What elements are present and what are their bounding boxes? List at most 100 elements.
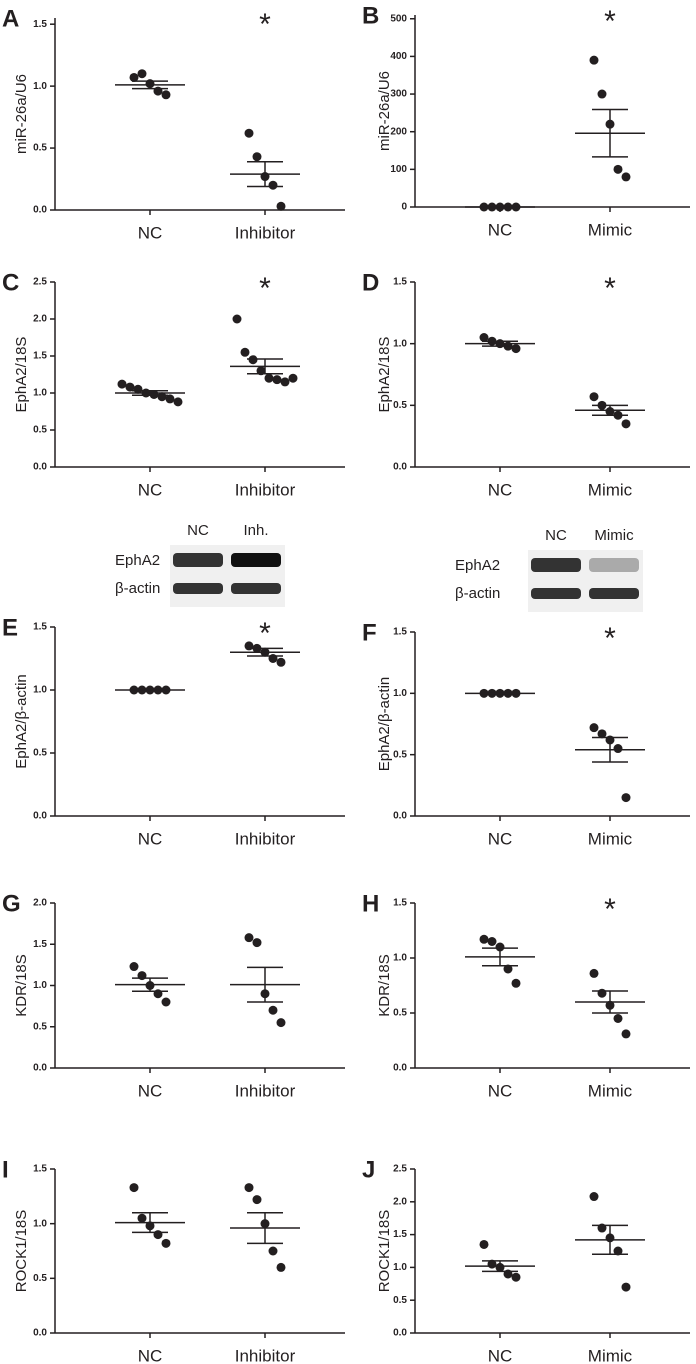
y-tick-label: 0.0 bbox=[33, 1328, 47, 1339]
y-tick-label: 0.5 bbox=[33, 1021, 47, 1032]
x-tick-label: NC bbox=[138, 1081, 163, 1100]
x-tick-label: NC bbox=[488, 480, 513, 499]
data-point bbox=[621, 1029, 631, 1039]
panel-label: H bbox=[362, 890, 379, 917]
y-tick-label: 1.5 bbox=[33, 19, 47, 30]
data-point bbox=[589, 392, 599, 402]
data-point bbox=[589, 968, 599, 978]
x-tick-label: NC bbox=[488, 829, 513, 848]
y-tick-label: 1.5 bbox=[393, 1229, 407, 1240]
y-tick-label: 1.5 bbox=[393, 627, 407, 638]
y-tick-label: 0.0 bbox=[393, 462, 407, 473]
blot-row-label: β-actin bbox=[115, 580, 160, 597]
x-tick-label: Inhibitor bbox=[235, 829, 296, 848]
y-tick-label: 0.5 bbox=[33, 748, 47, 759]
y-tick-label: 400 bbox=[390, 51, 407, 62]
y-tick-label: 1.0 bbox=[33, 81, 47, 92]
y-tick-label: 1.0 bbox=[393, 688, 407, 699]
y-tick-label: 0.5 bbox=[393, 1295, 407, 1306]
significance-star: * bbox=[604, 622, 616, 655]
blot-lane-label: Inh. bbox=[243, 522, 268, 539]
data-point bbox=[137, 1213, 147, 1223]
y-axis-label: EphA2/18S bbox=[376, 337, 393, 413]
y-tick-label: 2.0 bbox=[33, 314, 47, 325]
x-tick-label: NC bbox=[138, 223, 163, 242]
blot-lane-label: NC bbox=[187, 522, 209, 539]
y-tick-label: 500 bbox=[390, 13, 407, 24]
x-tick-label: Mimic bbox=[588, 1081, 633, 1100]
blot-band bbox=[531, 558, 581, 572]
x-tick-label: NC bbox=[138, 480, 163, 499]
y-tick-label: 1.0 bbox=[393, 953, 407, 964]
y-tick-label: 1.0 bbox=[33, 388, 47, 399]
y-tick-label: 0.5 bbox=[393, 400, 407, 411]
data-point bbox=[137, 69, 147, 79]
data-point bbox=[276, 657, 286, 667]
x-tick-label: Inhibitor bbox=[235, 223, 296, 242]
data-point bbox=[272, 375, 282, 385]
y-tick-label: 1.0 bbox=[33, 685, 47, 696]
y-tick-label: 0.0 bbox=[393, 1063, 407, 1074]
blot-lane-label: Mimic bbox=[594, 527, 634, 544]
data-point bbox=[511, 978, 521, 988]
y-tick-label: 0.0 bbox=[393, 811, 407, 822]
data-point bbox=[479, 1239, 489, 1249]
blot-band bbox=[173, 553, 223, 567]
x-tick-label: Mimic bbox=[588, 220, 633, 239]
x-tick-label: Inhibitor bbox=[235, 480, 296, 499]
y-tick-label: 2.0 bbox=[33, 898, 47, 909]
x-tick-label: Inhibitor bbox=[235, 1081, 296, 1100]
panel-label: E bbox=[2, 614, 18, 641]
significance-star: * bbox=[259, 8, 271, 41]
y-tick-label: 2.5 bbox=[33, 277, 47, 288]
data-point bbox=[276, 1018, 286, 1028]
data-point bbox=[125, 382, 135, 392]
y-tick-label: 0.0 bbox=[33, 205, 47, 216]
y-tick-label: 0.5 bbox=[393, 749, 407, 760]
x-tick-label: NC bbox=[488, 220, 513, 239]
data-point bbox=[133, 384, 143, 394]
data-point bbox=[161, 1238, 171, 1248]
x-tick-label: NC bbox=[138, 1346, 163, 1364]
data-point bbox=[613, 1246, 623, 1256]
x-tick-label: Inhibitor bbox=[235, 1346, 296, 1364]
y-tick-label: 1.5 bbox=[33, 1164, 47, 1175]
y-tick-label: 1.0 bbox=[393, 1262, 407, 1273]
significance-star: * bbox=[259, 272, 271, 305]
data-point bbox=[613, 1014, 623, 1023]
blot-band bbox=[173, 583, 223, 594]
blot-band bbox=[589, 588, 639, 599]
y-tick-label: 1.5 bbox=[33, 351, 47, 362]
data-point bbox=[129, 72, 139, 82]
y-tick-label: 0.0 bbox=[393, 1328, 407, 1339]
data-point bbox=[157, 392, 167, 402]
significance-star: * bbox=[604, 5, 616, 38]
blot-row-label: β-actin bbox=[455, 585, 500, 602]
data-point bbox=[479, 333, 489, 342]
data-point bbox=[153, 1230, 163, 1240]
blot-row-label: EphA2 bbox=[115, 552, 160, 569]
data-point bbox=[597, 89, 607, 99]
data-point bbox=[129, 1183, 139, 1193]
panel-label: A bbox=[2, 5, 19, 32]
data-point bbox=[589, 1192, 599, 1202]
data-point bbox=[161, 90, 171, 100]
panel-label: I bbox=[2, 1156, 9, 1183]
x-tick-label: NC bbox=[488, 1081, 513, 1100]
y-tick-label: 1.5 bbox=[33, 622, 47, 633]
panel-label: D bbox=[362, 269, 379, 296]
data-point bbox=[621, 793, 631, 803]
y-tick-label: 0.5 bbox=[393, 1008, 407, 1019]
y-axis-label: miR-26a/U6 bbox=[376, 71, 393, 151]
panel-label: G bbox=[2, 890, 21, 917]
data-point bbox=[173, 397, 183, 407]
y-tick-label: 1.0 bbox=[393, 338, 407, 349]
panel-label: B bbox=[362, 2, 379, 29]
data-point bbox=[252, 152, 262, 162]
data-point bbox=[252, 1195, 262, 1205]
y-axis-label: KDR/18S bbox=[13, 954, 30, 1017]
y-tick-label: 2.5 bbox=[393, 1164, 407, 1175]
significance-star: * bbox=[259, 617, 271, 650]
panel-label: F bbox=[362, 619, 377, 646]
